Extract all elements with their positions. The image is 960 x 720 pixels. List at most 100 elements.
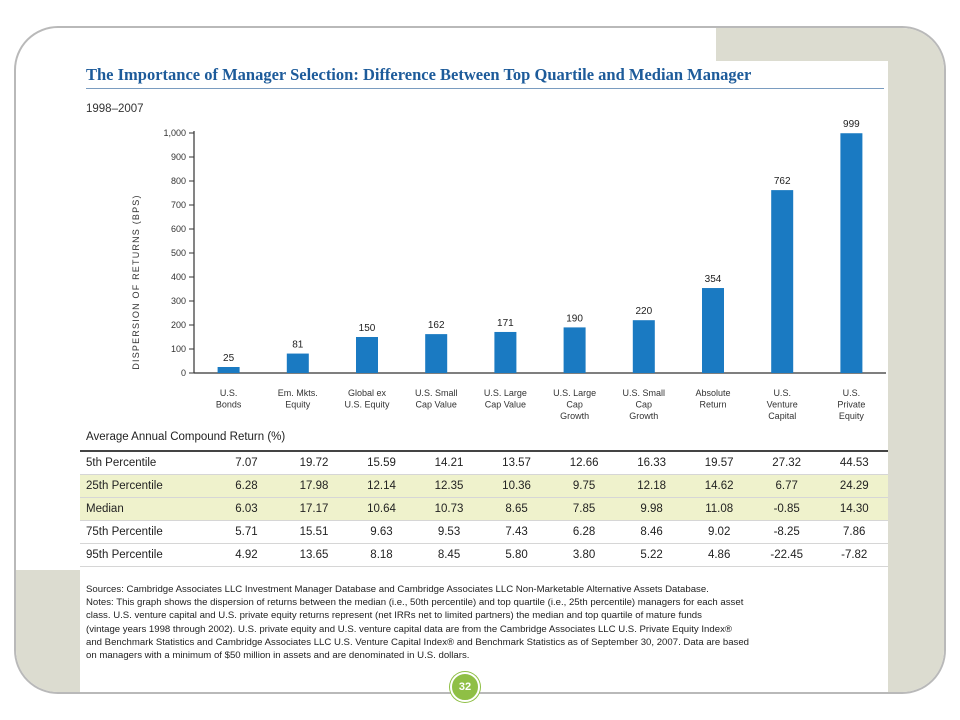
table-cell: 7.86 bbox=[820, 520, 888, 544]
row-label: 95th Percentile bbox=[80, 543, 213, 567]
table-cell: 13.57 bbox=[482, 450, 551, 475]
data-label: 999 bbox=[843, 119, 860, 130]
category-label: U.S. Venture Capital bbox=[767, 388, 798, 421]
category-label-line: Cap Value bbox=[416, 400, 457, 410]
table-cell: 5.80 bbox=[482, 543, 551, 567]
table-cell: 15.59 bbox=[347, 450, 416, 475]
table-cell: 9.02 bbox=[685, 520, 753, 544]
table-cell: 12.18 bbox=[617, 474, 686, 498]
bar bbox=[771, 190, 794, 373]
bar bbox=[632, 320, 655, 373]
table-cell: 17.98 bbox=[280, 474, 348, 498]
table-cell: 11.08 bbox=[685, 497, 753, 521]
table-cell: 4.92 bbox=[212, 543, 281, 567]
category-label-line: Venture bbox=[767, 400, 798, 410]
bar-chart: 0 100 200 300 400 500 600 700 800 900 1,000 25 U.S. B… bbox=[163, 119, 886, 421]
table-row: 25th Percentile 6.28 17.98 12.14 12.35 10.36 9… bbox=[80, 474, 888, 498]
category-label-line: U.S. Equity bbox=[344, 400, 390, 410]
table-cell: -7.82 bbox=[820, 543, 888, 567]
sources-line: on managers with a minimum of $50 millio… bbox=[86, 650, 470, 662]
y-tick-label: 600 bbox=[171, 224, 186, 234]
table-cell: 17.17 bbox=[280, 497, 348, 521]
category-label-line: Cap bbox=[566, 400, 583, 410]
sources-line: Sources: Cambridge Associates LLC Invest… bbox=[86, 584, 709, 595]
table-cell: 19.57 bbox=[685, 450, 753, 475]
table-cell: -22.45 bbox=[752, 543, 821, 567]
table-title: Average Annual Compound Return (%) bbox=[86, 431, 286, 443]
table-cell: 6.28 bbox=[550, 520, 618, 544]
sources-notes: Sources: Cambridge Associates LLC Invest… bbox=[86, 583, 886, 662]
category-label-line: Absolute bbox=[695, 388, 730, 398]
table-cell: 14.30 bbox=[820, 497, 888, 521]
table-cell: 7.85 bbox=[550, 497, 618, 521]
category-label: U.S. Large Cap Growth bbox=[553, 388, 596, 421]
title-rule bbox=[86, 88, 884, 89]
period-label: 1998–2007 bbox=[86, 103, 144, 115]
table-cell: 5.71 bbox=[212, 520, 281, 544]
table-cell: 14.21 bbox=[415, 450, 483, 475]
category-label: U.S. Small Cap Growth bbox=[623, 388, 666, 421]
bar bbox=[563, 327, 586, 373]
category-label-line: Capital bbox=[768, 411, 796, 421]
y-tick-label: 400 bbox=[171, 272, 186, 282]
y-tick-label: 900 bbox=[171, 152, 186, 162]
table-cell: 5.22 bbox=[617, 543, 686, 567]
table-cell: 13.65 bbox=[280, 543, 348, 567]
category-label: U.S. Bonds bbox=[216, 388, 242, 410]
y-tick-label: 100 bbox=[171, 344, 186, 354]
category-label-line: Private bbox=[837, 400, 865, 410]
table-cell: 12.14 bbox=[347, 474, 416, 498]
category-label-line: Growth bbox=[629, 411, 658, 421]
category-label: Global ex U.S. Equity bbox=[344, 388, 390, 410]
category-label-line: Em. Mkts. bbox=[278, 388, 318, 398]
category-label-line: Cap bbox=[636, 400, 653, 410]
data-label: 354 bbox=[705, 274, 722, 285]
table-cell: 4.86 bbox=[685, 543, 753, 567]
table-row: 95th Percentile 4.92 13.65 8.18 8.45 5.80 3.80… bbox=[80, 543, 888, 567]
data-label: 25 bbox=[223, 353, 235, 364]
table-cell: -0.85 bbox=[752, 497, 821, 521]
table-cell: 9.98 bbox=[617, 497, 686, 521]
category-label: Absolute Return bbox=[695, 388, 730, 410]
data-label: 762 bbox=[774, 176, 791, 187]
slide-frame: The Importance of Manager Selection: Dif… bbox=[14, 26, 946, 694]
category-label-line: U.S. bbox=[773, 388, 791, 398]
category-label: U.S. Private Equity bbox=[837, 388, 865, 421]
table-cell: 9.53 bbox=[415, 520, 483, 544]
category-label-line: U.S. Small bbox=[623, 388, 666, 398]
table-cell: 27.32 bbox=[752, 450, 821, 475]
category-label-line: U.S. Large bbox=[553, 388, 596, 398]
table-cell: 8.46 bbox=[617, 520, 686, 544]
category-label-line: U.S. Large bbox=[484, 388, 527, 398]
data-label: 162 bbox=[428, 320, 445, 331]
table-row: Median 6.03 17.17 10.64 10.73 8.65 7.85 9.98 11.… bbox=[80, 497, 888, 521]
table-cell: 3.80 bbox=[550, 543, 618, 567]
table-cell: 12.35 bbox=[415, 474, 483, 498]
row-label: 5th Percentile bbox=[80, 450, 213, 475]
table-cell: 24.29 bbox=[820, 474, 888, 498]
sources-line: (vintage years 1998 through 2002). U.S. … bbox=[86, 623, 732, 635]
y-tick-label: 300 bbox=[171, 296, 186, 306]
data-label: 81 bbox=[292, 340, 304, 351]
data-label: 150 bbox=[359, 323, 376, 334]
category-label-line: U.S. Small bbox=[415, 388, 458, 398]
row-label: 75th Percentile bbox=[80, 520, 213, 544]
bar bbox=[356, 337, 378, 373]
table-row: 75th Percentile 5.71 15.51 9.63 9.53 7.43 6.28… bbox=[80, 520, 888, 544]
category-label-line: U.S. bbox=[843, 388, 861, 398]
y-tick-label: 0 bbox=[181, 368, 186, 378]
data-label: 190 bbox=[566, 313, 583, 324]
y-tick-label: 1,000 bbox=[163, 128, 186, 138]
row-label: Median bbox=[80, 497, 213, 521]
table-cell: 6.28 bbox=[212, 474, 281, 498]
table-cell: 14.62 bbox=[685, 474, 753, 498]
category-label-line: U.S. bbox=[220, 388, 238, 398]
data-label: 171 bbox=[497, 318, 514, 329]
table-cell: 8.65 bbox=[482, 497, 551, 521]
table-cell: 10.36 bbox=[482, 474, 551, 498]
sources-line: Notes: This graph shows the dispersion o… bbox=[86, 597, 744, 609]
data-label: 220 bbox=[635, 306, 652, 317]
category-label-line: Growth bbox=[560, 411, 589, 421]
row-label: 25th Percentile bbox=[80, 474, 213, 498]
table-cell: 10.64 bbox=[347, 497, 416, 521]
